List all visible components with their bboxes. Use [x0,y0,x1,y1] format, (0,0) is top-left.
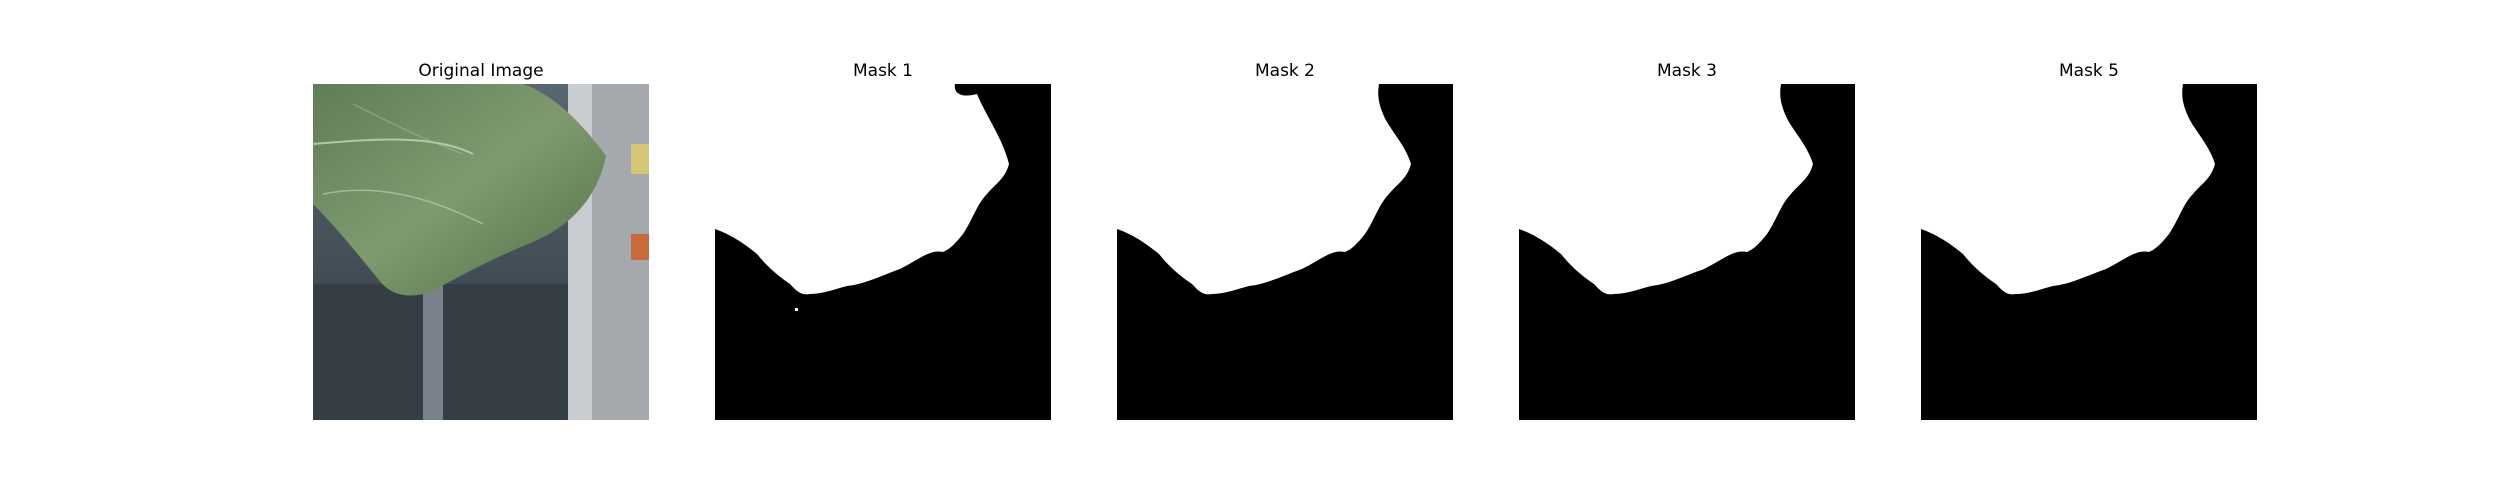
mask-image [1519,84,1855,420]
original-photo [313,84,649,420]
panel-title: Mask 2 [1254,61,1315,81]
panel-title: Mask 1 [852,61,913,81]
mask-image [1921,84,2257,420]
panel-title: Mask 5 [2058,61,2119,81]
mask-image [715,84,1051,420]
panel-title: Original Image [418,61,544,81]
panel-title: Mask 3 [1656,61,1717,81]
mask-image [1117,84,1453,420]
